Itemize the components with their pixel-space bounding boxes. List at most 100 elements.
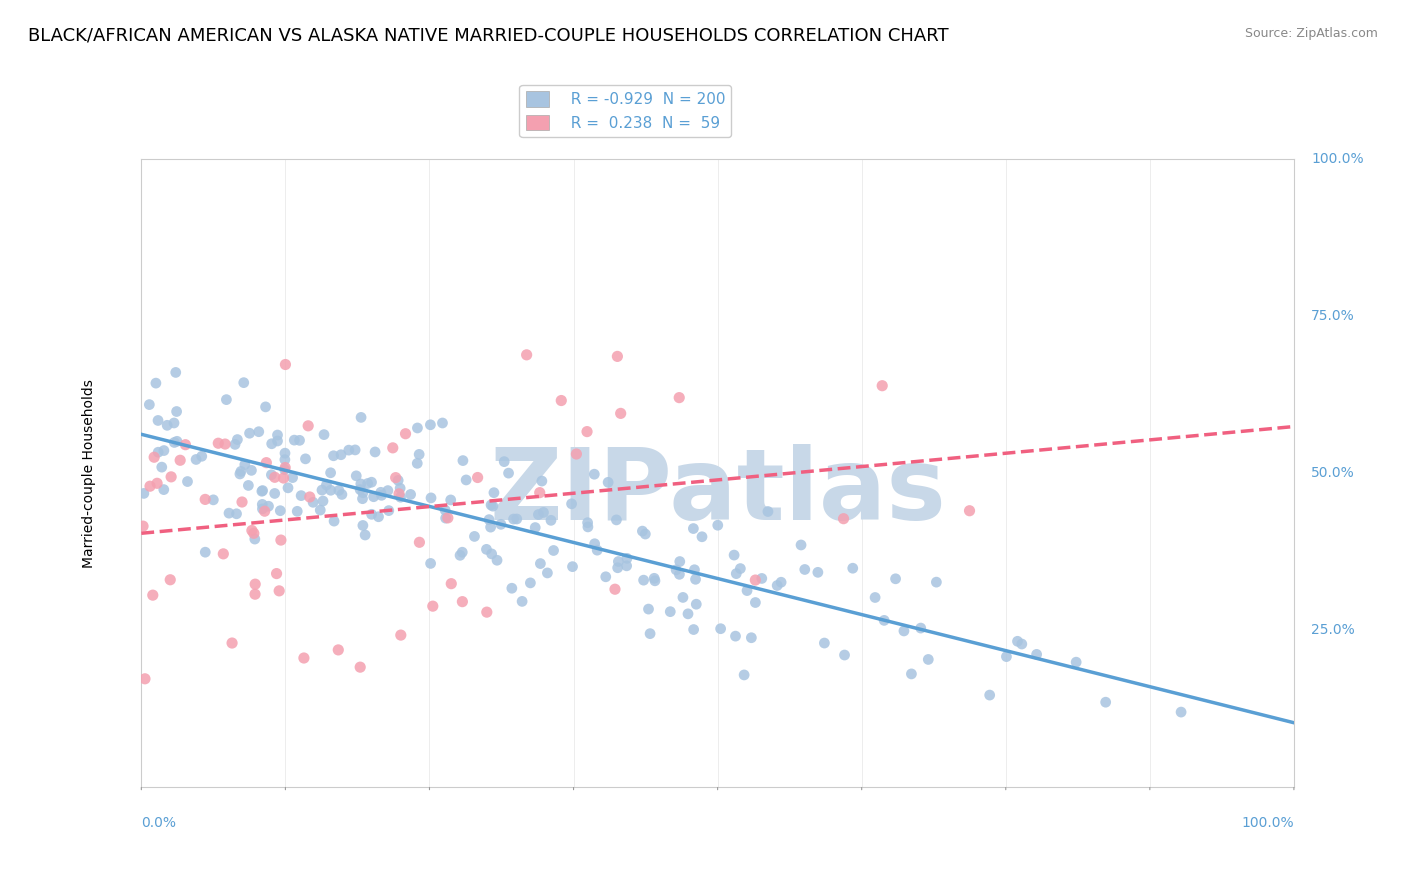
Point	[319, 483, 342, 498]
Point	[349, 660, 371, 674]
Point	[163, 416, 186, 430]
Point	[1025, 648, 1047, 662]
Point	[328, 643, 350, 657]
Point	[733, 668, 755, 682]
Point	[432, 416, 454, 430]
Text: 25.0%: 25.0%	[1312, 624, 1355, 638]
Point	[221, 636, 243, 650]
Point	[408, 447, 430, 461]
Point	[637, 602, 659, 616]
Point	[434, 503, 457, 517]
Point	[870, 378, 893, 392]
Point	[616, 551, 638, 566]
Point	[475, 605, 498, 619]
Point	[148, 445, 170, 459]
Point	[893, 624, 915, 638]
Point	[309, 503, 332, 517]
Point	[311, 483, 333, 497]
Point	[842, 561, 865, 575]
Point	[160, 470, 183, 484]
Point	[328, 483, 350, 498]
Point	[344, 468, 367, 483]
Point	[463, 529, 485, 543]
Point	[683, 563, 706, 577]
Point	[576, 516, 599, 530]
Point	[440, 576, 463, 591]
Point	[643, 571, 665, 585]
Point	[550, 393, 572, 408]
Point	[437, 511, 460, 525]
Point	[337, 443, 360, 458]
Point	[672, 591, 695, 605]
Point	[330, 487, 353, 501]
Point	[194, 545, 217, 559]
Point	[419, 557, 441, 571]
Point	[240, 524, 263, 538]
Point	[583, 537, 606, 551]
Point	[634, 527, 657, 541]
Point	[190, 450, 212, 464]
Point	[387, 474, 409, 488]
Point	[790, 538, 813, 552]
Point	[243, 526, 266, 541]
Point	[166, 434, 188, 449]
Point	[323, 514, 346, 528]
Point	[1064, 655, 1087, 669]
Point	[243, 587, 266, 601]
Point	[1011, 637, 1033, 651]
Point	[212, 547, 235, 561]
Point	[232, 376, 254, 390]
Point	[231, 495, 253, 509]
Point	[139, 479, 162, 493]
Point	[218, 506, 240, 520]
Point	[281, 470, 304, 484]
Point	[766, 578, 789, 592]
Point	[277, 481, 299, 495]
Point	[478, 513, 501, 527]
Point	[725, 566, 748, 581]
Point	[451, 545, 474, 559]
Point	[723, 548, 745, 562]
Point	[247, 425, 270, 439]
Point	[290, 489, 312, 503]
Point	[266, 566, 288, 581]
Point	[146, 476, 169, 491]
Point	[367, 509, 389, 524]
Point	[917, 652, 939, 666]
Point	[146, 413, 169, 427]
Point	[609, 406, 631, 420]
Point	[233, 458, 256, 472]
Point	[315, 478, 337, 492]
Point	[269, 504, 291, 518]
Text: 100.0%: 100.0%	[1312, 153, 1364, 166]
Point	[229, 464, 252, 478]
Point	[254, 400, 277, 414]
Point	[250, 484, 273, 499]
Point	[565, 447, 588, 461]
Point	[486, 553, 509, 567]
Point	[516, 348, 538, 362]
Point	[298, 490, 321, 504]
Point	[352, 491, 374, 506]
Point	[925, 575, 948, 590]
Point	[132, 519, 155, 533]
Point	[225, 507, 247, 521]
Point	[273, 462, 295, 476]
Point	[294, 451, 316, 466]
Point	[378, 503, 401, 517]
Point	[266, 434, 288, 448]
Point	[834, 648, 856, 662]
Point	[420, 491, 443, 505]
Point	[207, 436, 229, 450]
Point	[449, 549, 471, 563]
Point	[165, 366, 187, 380]
Point	[297, 418, 319, 433]
Point	[350, 410, 373, 425]
Point	[606, 350, 628, 364]
Point	[530, 474, 553, 488]
Point	[489, 517, 512, 532]
Point	[214, 437, 236, 451]
Point	[479, 520, 502, 534]
Point	[690, 530, 713, 544]
Point	[238, 426, 260, 441]
